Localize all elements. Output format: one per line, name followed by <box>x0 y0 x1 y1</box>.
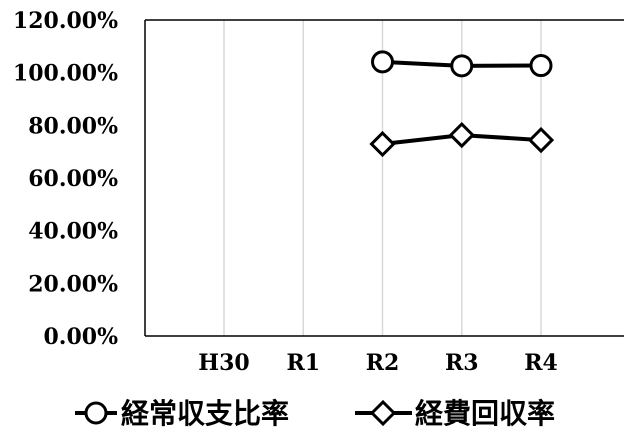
y-axis-tick-labels: 0.00% 20.00% 40.00% 60.00% 80.00% 100.00% 120.… <box>13 8 118 350</box>
x-tick-label: R4 <box>524 350 558 376</box>
x-tick-label: R1 <box>286 350 320 376</box>
y-tick-label: 0.00% <box>44 324 119 350</box>
data-point <box>369 130 396 158</box>
y-tick-label: 20.00% <box>28 271 118 297</box>
x-tick-label: H30 <box>198 350 249 376</box>
y-tick-label: 120.00% <box>13 8 118 34</box>
x-tick-label: R3 <box>445 350 479 376</box>
data-point <box>448 121 475 149</box>
y-tick-label: 100.00% <box>13 61 118 87</box>
series-layer <box>369 50 555 158</box>
y-tick-label: 60.00% <box>28 166 118 192</box>
series-2 <box>369 121 555 158</box>
x-tick-label: R2 <box>366 350 400 376</box>
data-point <box>450 54 474 78</box>
data-point <box>529 54 553 78</box>
data-point <box>371 50 394 74</box>
data-point <box>527 126 555 154</box>
y-tick-label: 80.00% <box>28 113 118 139</box>
legend-circle-icon <box>84 401 108 425</box>
y-tick-label: 40.00% <box>28 219 118 245</box>
legend: 経常収支比率 経費回収率 <box>75 397 555 430</box>
x-axis-tick-labels: H30 R1 R2 R3 R4 <box>198 350 558 376</box>
legend-label: 経常収支比率 <box>121 397 289 430</box>
legend-item: 経費回収率 <box>355 397 555 430</box>
legend-diamond-icon <box>369 399 397 427</box>
legend-item: 経常収支比率 <box>75 397 289 430</box>
series-1 <box>371 50 553 78</box>
axes <box>144 19 624 337</box>
legend-label: 経費回収率 <box>415 397 555 430</box>
